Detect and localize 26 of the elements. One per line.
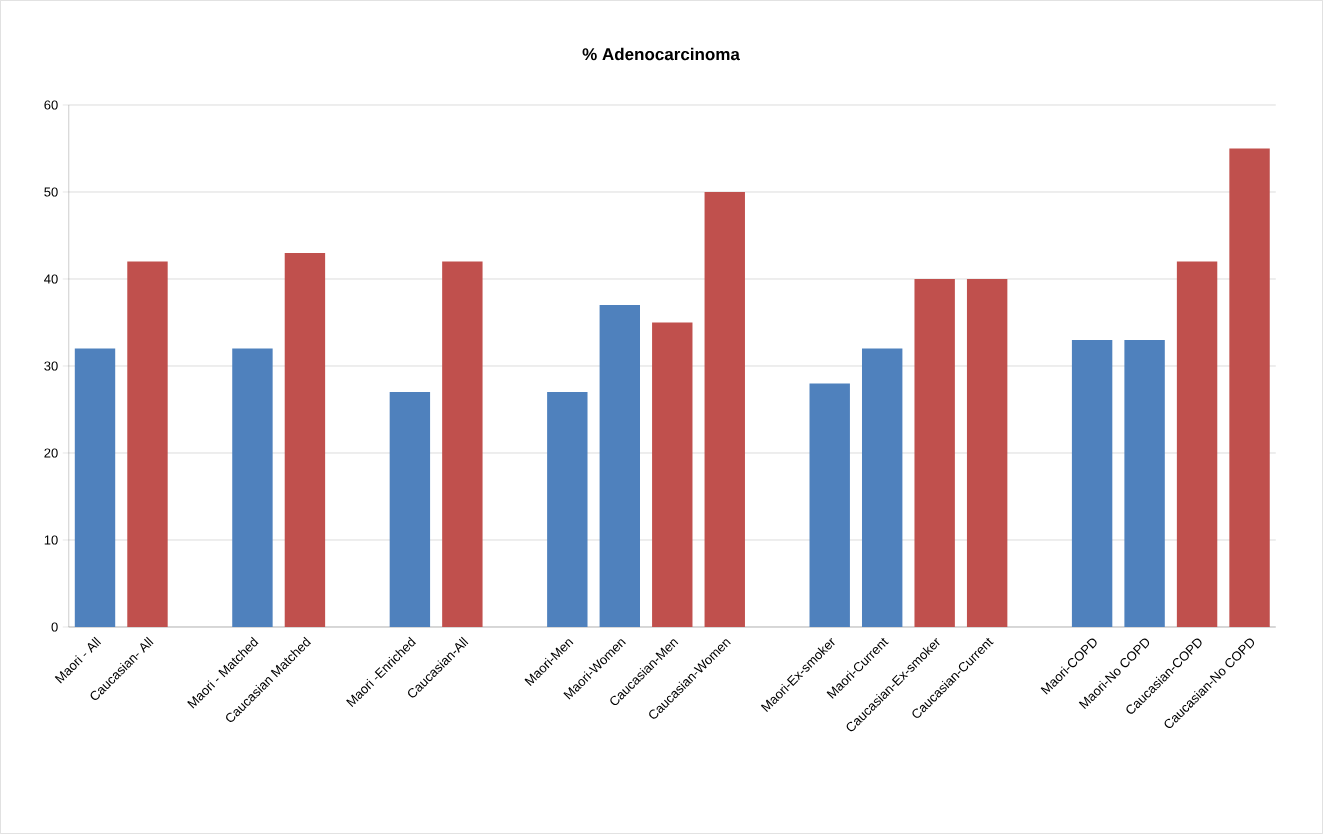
bar [1124,339,1165,627]
bar [914,278,955,627]
bar [127,261,168,627]
bar [599,305,640,627]
bar [704,191,745,627]
y-tick-label: 0 [51,622,58,632]
chart-title: % Adenocarcinoma [582,47,740,61]
bar [861,348,903,627]
y-tick-label: 10 [44,535,58,545]
bar [1071,339,1113,627]
y-tick-label: 20 [44,448,58,458]
bar [1176,261,1218,627]
y-tick-label: 60 [44,100,58,110]
bar [966,278,1008,627]
bar [547,392,588,627]
y-tick-label: 40 [44,274,58,284]
bar [442,261,483,627]
bar [1229,148,1270,627]
y-tick-label: 50 [44,187,58,197]
bar [74,348,116,627]
y-tick-label: 30 [44,361,58,371]
bar [652,322,693,627]
bar [284,252,326,627]
bar [809,383,850,627]
bar [389,392,431,627]
bar [232,348,273,627]
